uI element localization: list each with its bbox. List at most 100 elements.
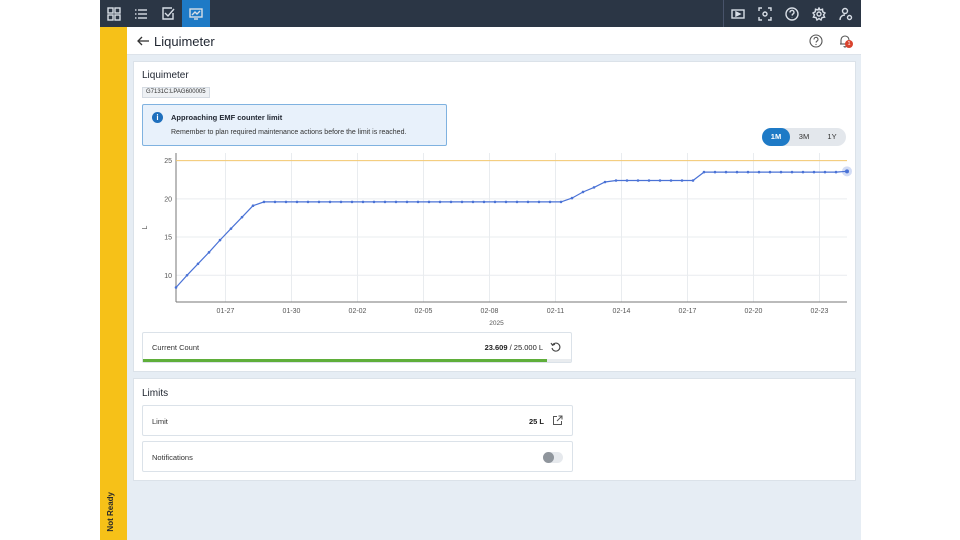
data-point [416, 200, 420, 204]
settings-icon[interactable] [806, 0, 832, 27]
count-limit: 25.000 L [513, 343, 543, 352]
range-1y-button[interactable]: 1Y [827, 132, 837, 141]
data-point [592, 186, 596, 189]
x-tick-label: 02-23 [811, 308, 829, 315]
page-title: Liquimeter [154, 34, 215, 49]
data-point [273, 200, 277, 204]
range-1m-button[interactable]: 1M [762, 128, 790, 146]
checklist-icon[interactable] [155, 0, 181, 27]
notifications-toggle[interactable] [543, 452, 563, 463]
x-tick-label: 02-17 [679, 308, 697, 315]
limit-label: Limit [152, 417, 168, 426]
data-point [658, 179, 662, 182]
monitor-icon[interactable] [182, 0, 210, 27]
data-point [548, 200, 552, 204]
data-point [691, 179, 695, 182]
limits-title: Limits [142, 388, 169, 399]
data-point [317, 200, 321, 204]
range-toggle: 1M 3M 1Y [762, 128, 846, 146]
x-tick-label: 02-11 [547, 308, 564, 315]
current-count-row: Current Count 23.609 / 25.000 L [142, 332, 572, 363]
data-point [372, 200, 376, 204]
count-progress-bar [143, 359, 548, 362]
info-icon: i [152, 112, 163, 123]
data-point [669, 179, 673, 182]
help-icon[interactable] [809, 34, 823, 48]
data-point [603, 180, 607, 184]
data-point [251, 204, 255, 208]
x-tick-label: 01-30 [283, 308, 301, 315]
data-point [526, 200, 530, 204]
y-tick-label: 20 [164, 196, 172, 203]
data-point [207, 251, 211, 254]
toggle-knob [543, 452, 554, 463]
x-tick-label: 02-14 [613, 308, 631, 315]
count-progress-track [143, 359, 571, 362]
list-icon[interactable] [128, 0, 154, 27]
data-point [801, 170, 805, 174]
notifications-row: Notifications [142, 441, 573, 472]
data-point [625, 179, 629, 182]
data-point [779, 170, 783, 174]
data-point [405, 200, 409, 204]
help-icon[interactable] [779, 0, 805, 27]
data-point [361, 200, 365, 204]
dashboard-icon[interactable] [101, 0, 127, 27]
y-tick-label: 25 [164, 158, 172, 165]
top-bar [100, 0, 861, 27]
reset-icon[interactable] [550, 341, 562, 353]
x-tick-label: 02-08 [481, 308, 499, 315]
data-point [460, 200, 464, 204]
data-point [350, 200, 354, 204]
count-chart: 10 15 20 25 01-27 01-30 02-02 02-05 02-08 02-11 02… [133, 150, 856, 330]
x-tick-label: 02-05 [415, 308, 433, 315]
series-line [175, 170, 848, 288]
data-point [306, 200, 310, 204]
data-point [515, 200, 519, 204]
data-point [559, 200, 563, 204]
data-point [504, 200, 508, 204]
data-point [812, 170, 816, 174]
y-tick-label: 15 [164, 235, 172, 242]
data-point [449, 200, 453, 204]
data-point [471, 200, 475, 204]
data-point [196, 262, 200, 266]
data-point [581, 190, 585, 194]
data-point [493, 200, 497, 204]
alert-title: Approaching EMF counter limit [171, 113, 283, 122]
y-axis-label: L [142, 225, 149, 229]
back-arrow-icon[interactable] [136, 34, 150, 48]
range-3m-button[interactable]: 3M [798, 132, 810, 141]
scan-icon[interactable] [752, 0, 778, 27]
data-point [713, 170, 717, 174]
limit-value: 25 L [528, 417, 544, 426]
data-point [262, 200, 266, 204]
external-edit-icon[interactable] [552, 415, 563, 426]
data-point [570, 196, 574, 200]
notification-badge: 1 [845, 40, 853, 48]
data-point [174, 286, 178, 289]
current-count-label: Current Count [152, 343, 200, 352]
media-icon[interactable] [725, 0, 751, 27]
data-point [229, 227, 233, 230]
page-header: Liquimeter 1 [127, 27, 861, 55]
data-point [394, 200, 398, 204]
data-point [636, 179, 640, 182]
data-point [647, 179, 651, 182]
data-point [735, 170, 739, 174]
y-tick-label: 10 [164, 273, 172, 280]
current-count-value: 23.609 / 25.000 L [485, 343, 543, 352]
alert-text: Remember to plan required maintenance ac… [171, 129, 407, 136]
data-point [328, 200, 332, 204]
count-value: 23.609 [484, 343, 508, 352]
data-point [845, 169, 849, 174]
data-point [680, 179, 684, 182]
data-point [482, 200, 486, 204]
data-point [790, 170, 794, 174]
user-settings-icon[interactable] [833, 0, 859, 27]
info-alert: i Approaching EMF counter limit Remember… [142, 104, 447, 146]
data-point [295, 200, 299, 204]
data-point [757, 170, 761, 174]
status-strip: Not Ready [100, 27, 127, 540]
notifications-label: Notifications [152, 453, 193, 462]
